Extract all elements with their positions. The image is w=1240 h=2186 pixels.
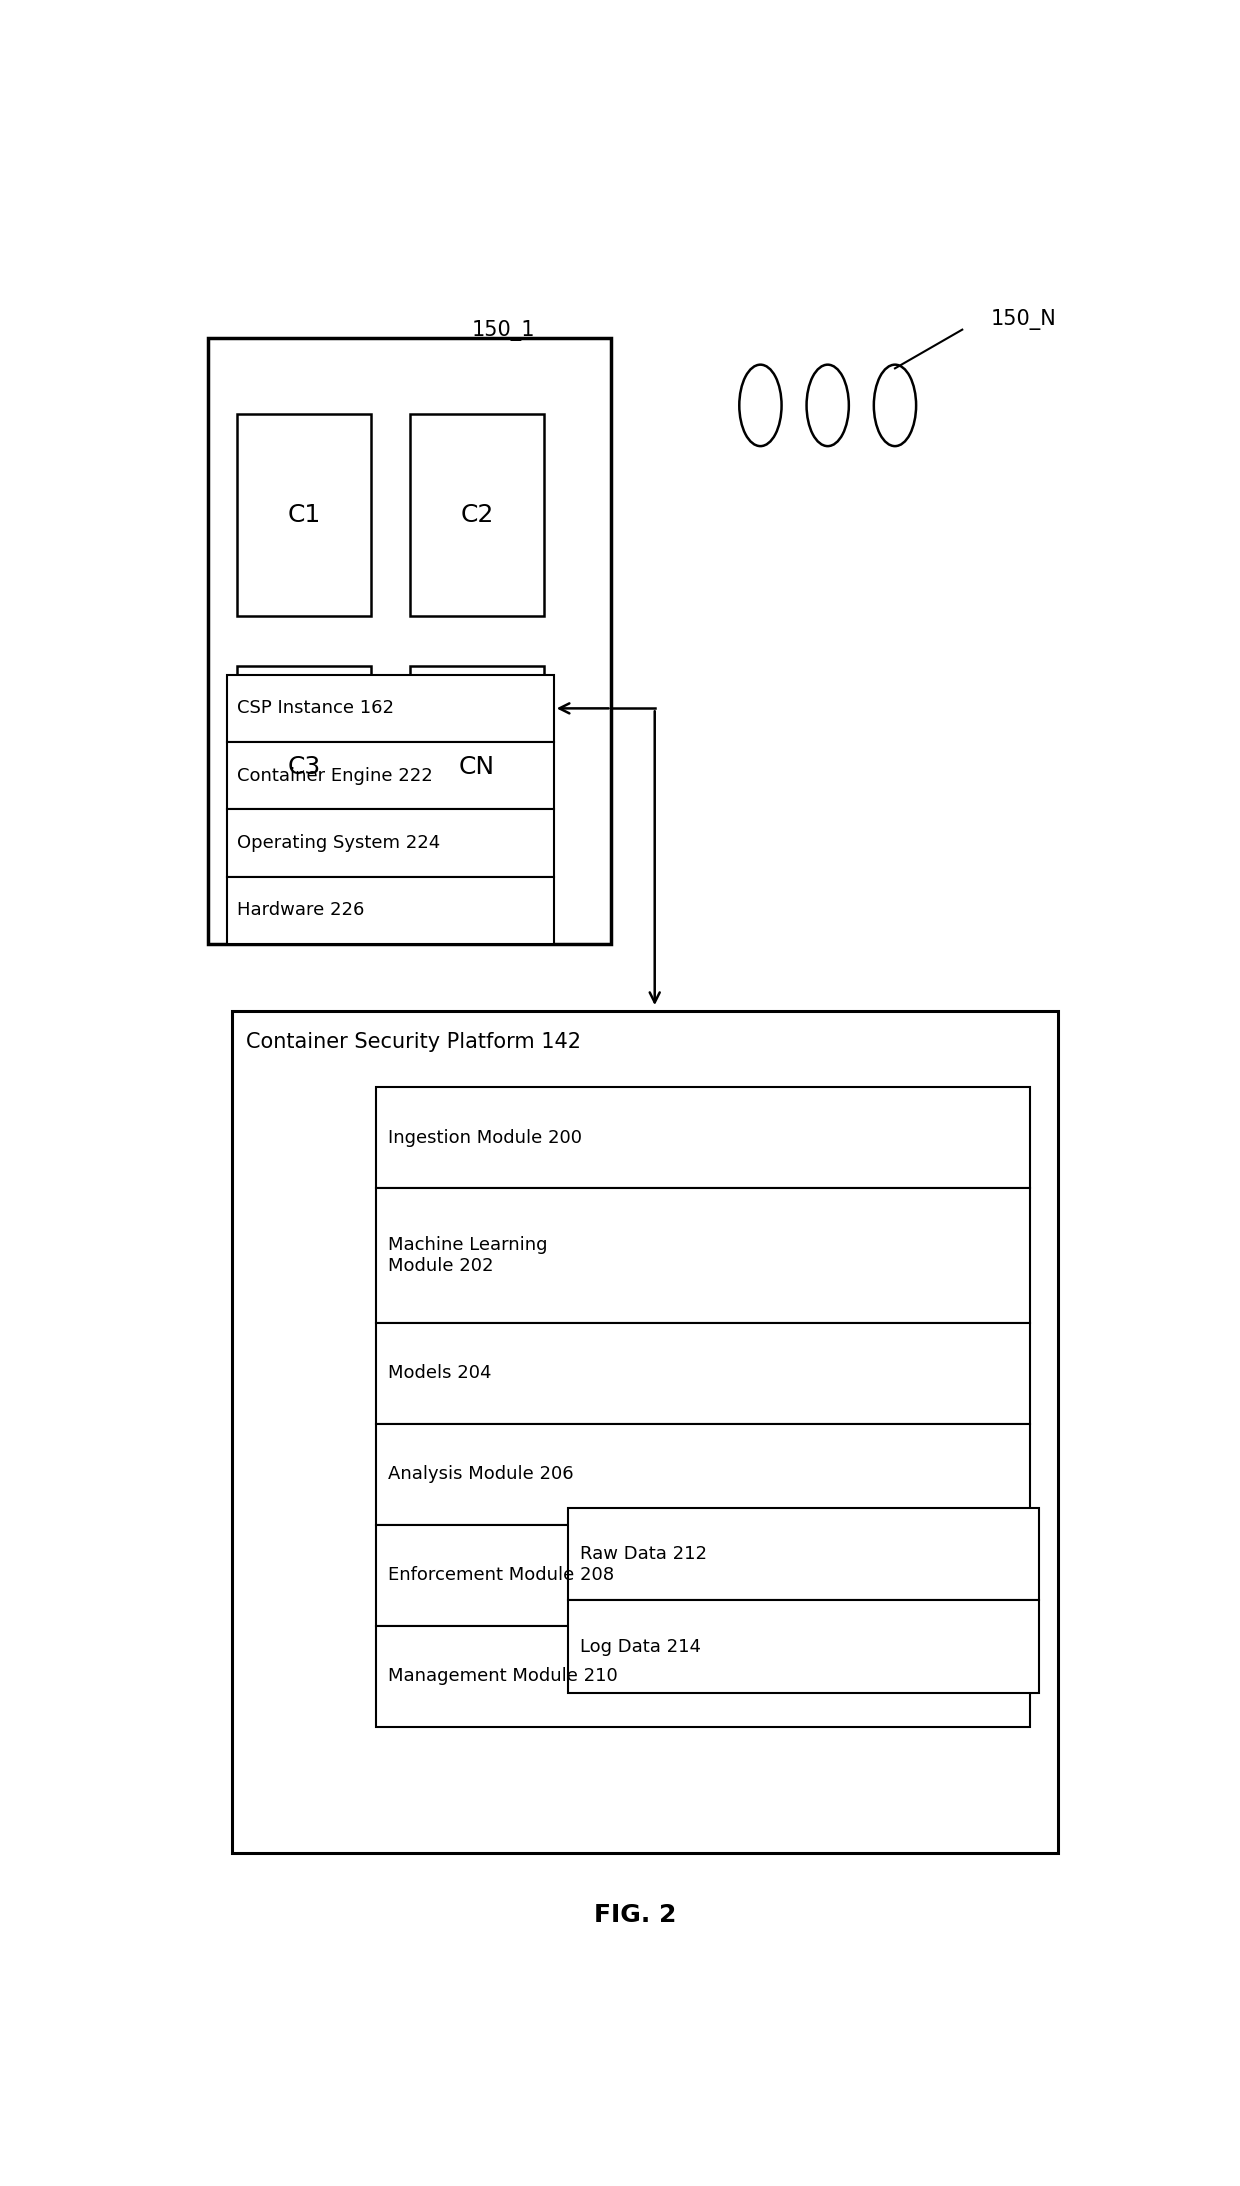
Bar: [227, 741, 554, 809]
Bar: [376, 1189, 1029, 1323]
Text: Machine Learning
Module 202: Machine Learning Module 202: [388, 1235, 547, 1274]
Text: Log Data 214: Log Data 214: [580, 1637, 701, 1655]
Text: C1: C1: [288, 503, 321, 527]
Text: Models 204: Models 204: [388, 1364, 491, 1382]
Bar: [376, 1323, 1029, 1423]
Bar: [409, 413, 544, 616]
Bar: [232, 1012, 1059, 1854]
Text: Analysis Module 206: Analysis Module 206: [388, 1465, 573, 1484]
Bar: [376, 1423, 1029, 1526]
Bar: [568, 1508, 1039, 1600]
Text: Raw Data 212: Raw Data 212: [580, 1546, 707, 1563]
Text: Container Security Platform 142: Container Security Platform 142: [247, 1032, 582, 1051]
Text: Management Module 210: Management Module 210: [388, 1668, 618, 1685]
Bar: [568, 1600, 1039, 1692]
Text: 150_1: 150_1: [472, 321, 536, 341]
Text: C3: C3: [288, 756, 321, 778]
Bar: [376, 1526, 1029, 1626]
Bar: [227, 675, 554, 741]
Text: FIG. 2: FIG. 2: [594, 1904, 677, 1928]
Text: Hardware 226: Hardware 226: [237, 901, 365, 920]
Bar: [227, 877, 554, 944]
Text: Enforcement Module 208: Enforcement Module 208: [388, 1565, 614, 1585]
Ellipse shape: [739, 365, 781, 446]
Text: CSP Instance 162: CSP Instance 162: [237, 700, 393, 717]
Text: CN: CN: [459, 756, 495, 778]
Text: Operating System 224: Operating System 224: [237, 835, 440, 853]
Text: Ingestion Module 200: Ingestion Module 200: [388, 1128, 582, 1148]
Text: C2: C2: [460, 503, 494, 527]
Text: 150_N: 150_N: [991, 308, 1056, 330]
Ellipse shape: [806, 365, 849, 446]
Bar: [376, 1086, 1029, 1187]
Bar: [227, 809, 554, 877]
Ellipse shape: [874, 365, 916, 446]
Bar: [237, 667, 371, 868]
Bar: [376, 1626, 1029, 1727]
Bar: [409, 667, 544, 868]
Text: Container Engine 222: Container Engine 222: [237, 767, 433, 785]
Bar: [237, 413, 371, 616]
Bar: [208, 339, 611, 944]
